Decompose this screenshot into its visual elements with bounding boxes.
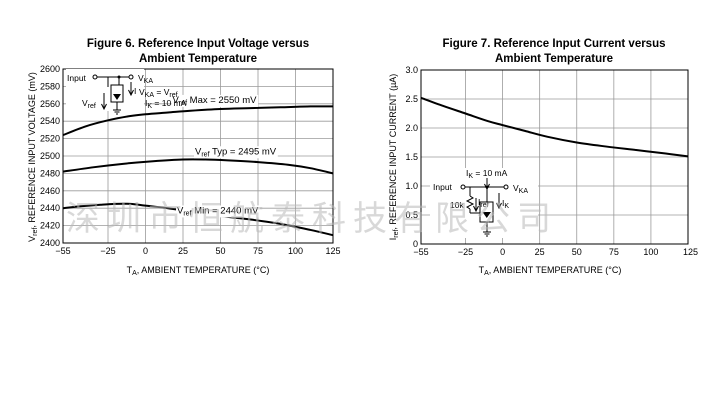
figure-7-inset-background <box>430 168 538 238</box>
vka-terminal-icon <box>128 74 134 80</box>
figure-7-x-tick-labels: −55 −25 0 25 50 75 100 125 <box>413 247 698 257</box>
figure-6-y-tick-labels: 2400 2420 2440 2460 2480 2500 2520 2540 2560 2580… <box>40 64 60 248</box>
annotation-background <box>176 205 260 218</box>
shunt-regulator-icon <box>113 94 121 100</box>
figure-6-x-axis-title: TA, AMBIENT TEMPERATURE (°C) <box>127 265 270 277</box>
ik-right-arrow-icon <box>496 202 502 210</box>
y-tick-label: 2460 <box>40 186 60 196</box>
x-tick-label: 50 <box>572 247 582 257</box>
x-tick-label: 50 <box>215 246 225 256</box>
y-tick-label: 2480 <box>40 168 60 178</box>
iref-arrow-icon <box>473 205 479 213</box>
y-tick-label: 2540 <box>40 116 60 126</box>
inset-ik-eq-label: I <box>134 86 136 96</box>
inset-resistor-label: 10k <box>450 200 464 210</box>
y-tick-label: 1.5 <box>405 152 418 162</box>
x-tick-label: 0 <box>143 246 148 256</box>
figure-7-title-line2: Ambient Temperature <box>495 53 613 65</box>
inset-input-label: Input <box>433 182 453 192</box>
inset-vka-label: VKA <box>513 183 528 195</box>
inset-ik-value-label: IK = 10 mA <box>145 98 187 110</box>
series-line-2 <box>62 202 334 237</box>
x-tick-label: 25 <box>535 247 545 257</box>
x-tick-label: 75 <box>609 247 619 257</box>
ground-icon <box>113 109 121 115</box>
x-tick-label: 25 <box>178 246 188 256</box>
ik-arrow-icon <box>128 89 134 97</box>
figure-6: Figure 6. Reference Input Voltage versus… <box>27 38 341 277</box>
y-tick-label: 2420 <box>40 221 60 231</box>
x-tick-label: −55 <box>55 246 70 256</box>
x-tick-label: −25 <box>100 246 115 256</box>
y-tick-label: 2400 <box>40 238 60 248</box>
y-tick-label: 2520 <box>40 134 60 144</box>
annotation-vref-max: Vref Max = 2550 mV <box>173 95 258 107</box>
annotation-background <box>171 94 259 107</box>
annotation-vref-typ: Vref Typ = 2495 mV <box>195 146 277 158</box>
x-tick-label: −55 <box>413 247 428 257</box>
figure-7-plot-frame <box>420 69 689 245</box>
y-tick-label: 3.0 <box>405 65 418 75</box>
shunt-regulator-icon <box>482 212 491 218</box>
annotation-vref-min: Vref Min = 2440 mV <box>177 205 259 217</box>
vref-arrow-icon <box>101 103 107 111</box>
inset-ik-right-label: IK <box>502 198 509 210</box>
series-line-0 <box>62 105 334 137</box>
figure-6-x-tick-labels: −55 −25 0 25 50 75 100 125 <box>55 246 340 256</box>
y-tick-label: 2.5 <box>405 94 418 104</box>
series-line-0 <box>420 96 689 158</box>
watermark-text: 深圳市恒航泰科技有限公司 <box>66 200 558 238</box>
x-tick-label: −25 <box>458 247 473 257</box>
figure-6-title-line1: Figure 6. Reference Input Voltage versus <box>87 38 309 50</box>
x-tick-label: 125 <box>325 246 340 256</box>
figure-6-plot-frame <box>62 68 334 244</box>
y-tick-label: 0.5 <box>405 210 418 220</box>
y-tick-label: 1.0 <box>405 181 418 191</box>
inset-input-label: Input <box>67 73 87 83</box>
inset-vref-label: Vref <box>82 98 96 110</box>
x-tick-label: 75 <box>253 246 263 256</box>
y-tick-label: 2.0 <box>405 123 418 133</box>
figure-7-test-circuit: IK = 10 mA Input VKA 10k Iref IK <box>430 168 538 238</box>
y-tick-label: 2500 <box>40 151 60 161</box>
y-tick-label: 2440 <box>40 203 60 213</box>
figure-6-series <box>62 105 334 237</box>
x-tick-label: 100 <box>643 247 658 257</box>
ground-icon <box>483 231 491 237</box>
input-terminal-icon <box>92 74 98 80</box>
series-line-1 <box>62 158 334 175</box>
vka-terminal-icon <box>503 184 509 190</box>
inset-vka-label: VKA <box>138 73 153 85</box>
inset-vka-eq-vref-label: VKA = Vref <box>139 87 178 99</box>
resistor-10k-icon <box>465 195 475 210</box>
figure-6-title-line2: Ambient Temperature <box>139 53 257 65</box>
figure-6-y-axis-title: Vref, REFERENCE INPUT VOLTAGE (mV) <box>27 72 39 242</box>
figure-7-y-tick-labels: 0 0.5 1.0 1.5 2.0 2.5 3.0 <box>405 65 418 249</box>
figure-7: Figure 7. Reference Input Current versus… <box>388 38 698 277</box>
figure-6-test-circuit: Input VKA I VKA = Vref IK = 10 mA Vref <box>66 69 187 115</box>
y-tick-label: 2560 <box>40 99 60 109</box>
figure-7-title-line1: Figure 7. Reference Input Current versus <box>442 38 665 50</box>
figure-7-x-axis-title: TA, AMBIENT TEMPERATURE (°C) <box>479 265 622 277</box>
inset-ik-label: IK = 10 mA <box>466 168 508 180</box>
figure-7-series <box>420 96 689 158</box>
y-tick-label: 0 <box>413 239 418 249</box>
figure-6-annotations: Vref Max = 2550 mV Vref Typ = 2495 mV Vr… <box>171 94 278 218</box>
x-tick-label: 0 <box>500 247 505 257</box>
x-tick-label: 100 <box>288 246 303 256</box>
figure-7-y-axis-title: Iref, REFERENCE INPUT CURRENT (µA) <box>388 74 400 241</box>
y-tick-label: 2600 <box>40 64 60 74</box>
x-tick-label: 125 <box>683 247 698 257</box>
input-terminal-icon <box>460 184 466 190</box>
inset-iref-label: Iref <box>478 197 489 209</box>
annotation-background <box>194 146 278 159</box>
y-tick-label: 2580 <box>40 81 60 91</box>
